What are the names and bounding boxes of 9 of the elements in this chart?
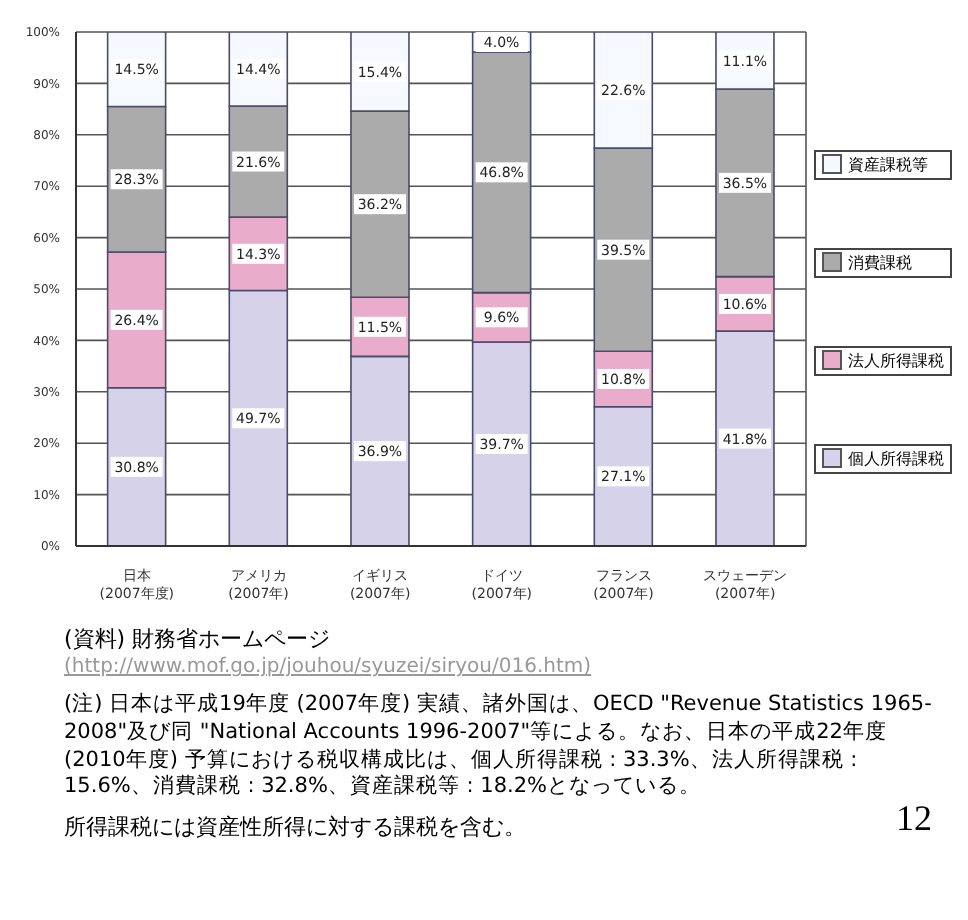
text: (注) 日本は平成19年度 (2007年度) 実績、諸外国は、OECD "Revenue Statistics 1965-2008"及び同 "National Accounts 1996-2007"等による。なお、日本の平成22年度 (2010年度) 予算における税収構成比は、個人所得課税 : 33.3%、法人所得課税 : 15.6%、消費課税 : 32.8%、資産課税等 : 18.2%となっている。 [64,692,932,799]
text: 12 [896,795,932,842]
text: 資産課税等 [814,149,952,179]
text: (資料) 財務省ホームページ [64,626,333,655]
text: (http://www.mof.go.jp/jouhou/syuzei/siryou/016.htm) [64,654,594,681]
legend-label: 消費課税 [814,247,952,277]
text: 所得課税には資産性所得に対する課税を含む。 [64,813,526,840]
legend-label: 法人所得課税 [814,345,952,375]
legend-label: 個人所得課税 [814,443,952,473]
